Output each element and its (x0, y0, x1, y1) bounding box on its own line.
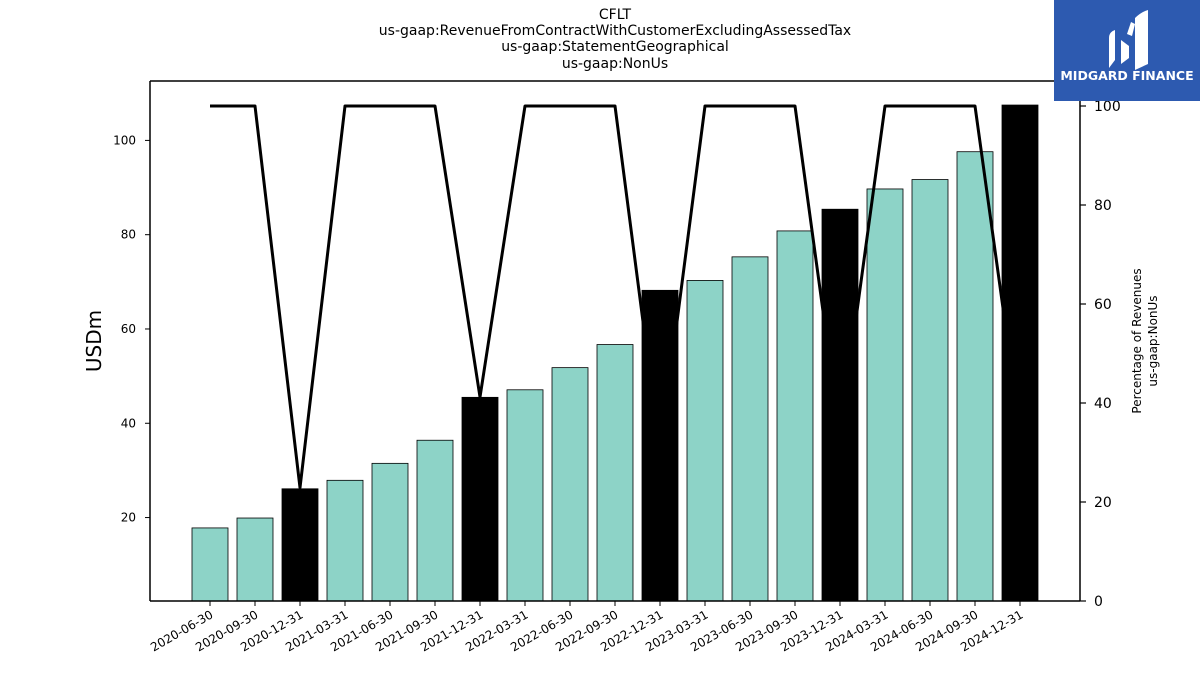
bar (911, 179, 949, 602)
chart-title-line: us-gaap:NonUs (561, 56, 669, 72)
bar (551, 367, 589, 602)
bar (371, 462, 409, 602)
bar (461, 396, 499, 602)
bar (416, 439, 454, 602)
bar (821, 208, 859, 602)
y-right-tick-label: 40 (1094, 396, 1112, 412)
bar (191, 527, 229, 602)
bar (776, 230, 814, 602)
bar (731, 256, 769, 602)
y-right-tick-label: 20 (1094, 495, 1112, 511)
y-right-axis-label: Percentage of Revenues (1130, 268, 1144, 413)
y-right-tick-label: 80 (1094, 198, 1112, 214)
bar (956, 151, 994, 602)
y-right-axis-label: us-gaap:NonUs (1146, 295, 1160, 386)
y-tick-label: 20 (121, 511, 136, 525)
bar (281, 488, 319, 602)
percentage-line (210, 104, 1022, 490)
midgard-logo-icon (1109, 10, 1148, 70)
y-right-tick-label: 100 (1094, 99, 1121, 115)
y-tick-label: 60 (121, 322, 136, 336)
bar (866, 188, 904, 602)
chart-title-line: CFLT (598, 7, 632, 23)
y-tick-label: 40 (121, 416, 136, 430)
logo-text: MIDGARD FINANCE (1060, 68, 1194, 83)
bar (236, 517, 274, 602)
chart-title-line: us-gaap:RevenueFromContractWithCustomerE… (378, 23, 852, 39)
bar (686, 280, 724, 602)
y-right-tick-label: 0 (1094, 594, 1103, 610)
y-axis-label: USDm (82, 310, 106, 372)
bar (1001, 104, 1039, 602)
bar (596, 344, 634, 602)
y-tick-label: 100 (113, 133, 136, 147)
chart-title-line: us-gaap:StatementGeographical (501, 39, 729, 55)
bar (326, 479, 364, 602)
brand-logo: MIDGARD FINANCE (1054, 0, 1200, 101)
y-right-tick-label: 60 (1094, 297, 1112, 313)
bar (506, 389, 544, 602)
y-tick-label: 80 (121, 228, 136, 242)
